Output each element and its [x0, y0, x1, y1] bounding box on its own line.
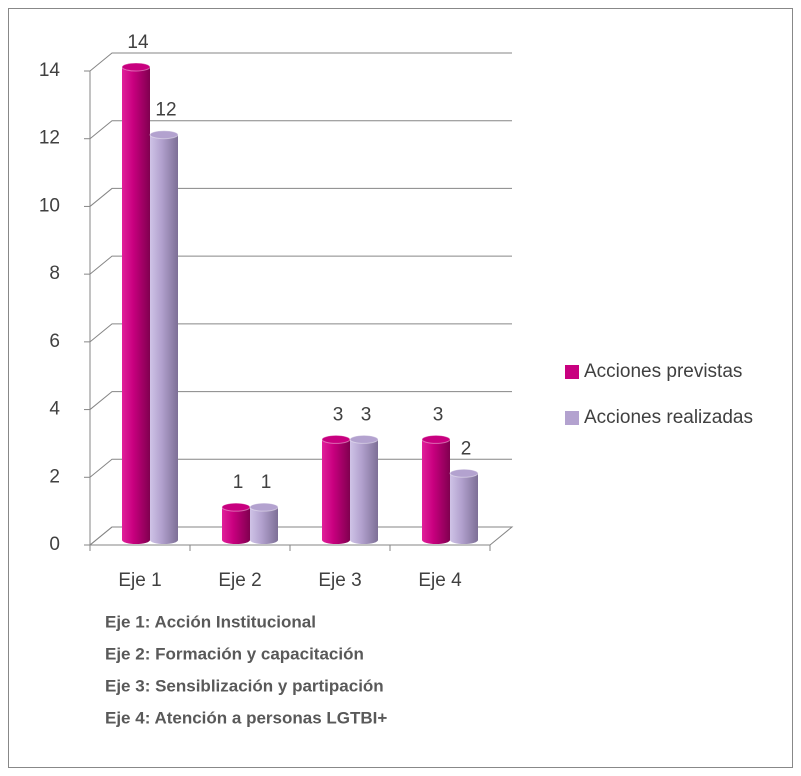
note: Eje 4: Atención a personas LGTBI+: [105, 708, 387, 727]
data-label: 1: [233, 472, 244, 493]
bar-top: [349, 434, 379, 444]
bar: [222, 507, 250, 544]
grid-line: [89, 120, 512, 140]
x-tick-label: Eje 3: [318, 570, 361, 591]
grid-line: [89, 187, 512, 207]
data-label: 12: [155, 100, 176, 121]
bar: [322, 439, 350, 544]
bar-top: [221, 502, 251, 512]
grid-line: [89, 255, 512, 275]
bar-top: [321, 434, 351, 444]
data-label: 2: [461, 438, 472, 459]
bar-top: [249, 502, 279, 512]
grid-line: [89, 391, 512, 410]
bar: [422, 439, 450, 544]
legend-marker: [565, 411, 579, 425]
bar: [350, 439, 378, 544]
data-label: 3: [433, 404, 444, 425]
bar-top: [149, 130, 179, 140]
bar: [450, 473, 478, 544]
note: Eje 3: Sensiblización y partipación: [105, 676, 384, 695]
data-label: 3: [361, 404, 372, 425]
bar: [250, 507, 278, 544]
grid-line: [89, 458, 512, 478]
y-tick-label: 10: [39, 195, 60, 216]
note: Eje 1: Acción Institucional: [105, 612, 316, 631]
y-tick-label: 12: [39, 128, 60, 149]
bar-top: [121, 62, 151, 72]
legend-label: Acciones realizadas: [584, 407, 753, 428]
x-tick-label: Eje 1: [118, 570, 161, 591]
bar-top: [449, 468, 479, 478]
y-tick-label: 14: [39, 60, 61, 81]
y-tick-label: 0: [49, 534, 60, 555]
y-tick-label: 2: [49, 466, 60, 487]
legend-label: Acciones previstas: [584, 361, 742, 382]
bar: [122, 67, 150, 544]
data-label: 1: [261, 472, 272, 493]
y-tick-label: 4: [49, 399, 60, 420]
x-tick-label: Eje 2: [218, 570, 261, 591]
data-label: 14: [127, 32, 149, 53]
bar-top: [421, 434, 451, 444]
x-tick-label: Eje 4: [418, 570, 462, 591]
bar: [150, 134, 178, 544]
y-tick-label: 8: [49, 263, 60, 284]
y-tick-label: 6: [49, 331, 60, 352]
grid-line: [89, 52, 512, 72]
grid-line: [89, 526, 512, 546]
note: Eje 2: Formación y capacitación: [105, 644, 364, 663]
legend-marker: [565, 365, 579, 379]
grid-line: [89, 323, 512, 343]
data-label: 3: [333, 404, 344, 425]
